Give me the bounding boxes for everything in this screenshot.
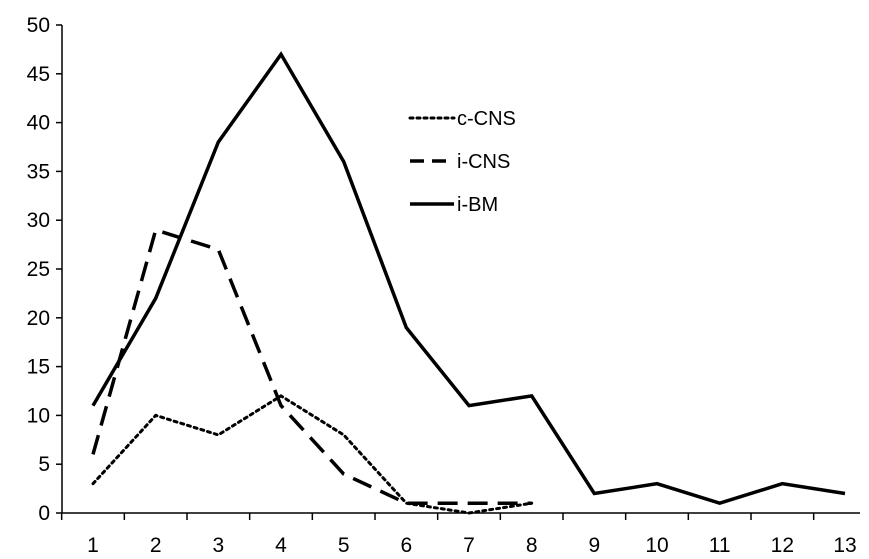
- series-line-i-BM: [91, 51, 846, 506]
- x-tick-label: 11: [709, 534, 731, 557]
- y-tick-label: 15: [27, 356, 50, 379]
- x-tick-label: 13: [833, 534, 856, 557]
- legend-label-c-CNS: c-CNS: [457, 108, 516, 130]
- x-tick-label: 2: [150, 534, 162, 557]
- x-tick-label: 10: [645, 534, 668, 557]
- x-tick-label: 1: [87, 534, 99, 557]
- series-layer: [91, 51, 846, 515]
- x-tick-label: 4: [275, 534, 287, 557]
- y-tick-label: 30: [27, 209, 50, 232]
- y-tick-label: 10: [27, 404, 50, 427]
- x-tick-label: 6: [400, 534, 412, 557]
- y-tick-label: 50: [27, 14, 50, 37]
- x-tick-label: 7: [463, 534, 475, 557]
- y-tick-label: 20: [27, 307, 50, 330]
- legend-label-i-CNS: i-CNS: [457, 151, 510, 173]
- x-tick-label: 5: [338, 534, 350, 557]
- x-tick-label: 3: [212, 534, 224, 557]
- y-tick-label: 25: [27, 258, 50, 281]
- x-tick-label: 8: [526, 534, 538, 557]
- x-tick-label: 12: [771, 534, 794, 557]
- y-tick-label: 40: [27, 112, 50, 135]
- y-tick-label: 5: [38, 453, 50, 476]
- series-line-c-CNS: [91, 394, 534, 515]
- y-tick-label: 0: [38, 502, 50, 525]
- y-tick-label: 35: [27, 160, 50, 183]
- legend: c-CNS i-CNS i-BM: [408, 108, 516, 216]
- x-tick-label: 9: [588, 534, 600, 557]
- legend-label-i-BM: i-BM: [457, 194, 498, 216]
- y-tick-label: 45: [27, 63, 50, 86]
- series-line-i-CNS: [91, 227, 532, 505]
